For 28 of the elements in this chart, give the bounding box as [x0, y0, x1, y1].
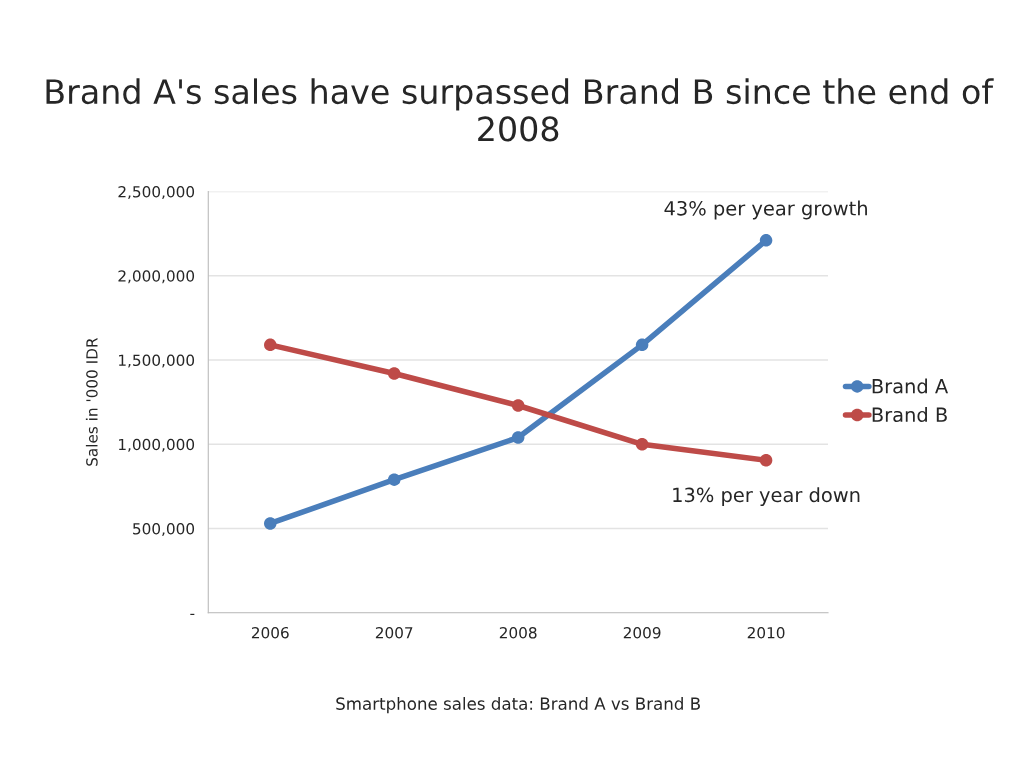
x-tick-label: 2009 — [623, 626, 661, 639]
point — [635, 338, 649, 352]
point — [387, 367, 401, 380]
chart-title: Brand A's sales have surpassed Brand B since the end of 2008 — [46, 78, 994, 142]
point — [759, 454, 773, 467]
point — [511, 399, 525, 412]
annotation: 13% per year down — [673, 487, 860, 506]
y-tick-label: 2,000,000 — [118, 270, 195, 284]
x-axis-title: Smartphone sales data: Brand A vs Brand B — [336, 697, 700, 714]
legend-label: Brand A — [872, 378, 949, 394]
point — [387, 473, 401, 486]
annotation: 43% per year growth — [664, 200, 867, 220]
y-tick-label: 500,000 — [133, 523, 195, 537]
y-axis-title: Sales in '000 IDR — [85, 337, 98, 466]
x-tick-label: 2007 — [375, 626, 413, 639]
y-tick-label: 1,500,000 — [119, 354, 195, 368]
point — [635, 438, 649, 451]
point — [264, 338, 277, 352]
x-tick-label: 2006 — [251, 626, 289, 639]
x-tick-label: 2010 — [747, 626, 785, 639]
legend-label: Brand B — [872, 407, 947, 423]
point — [264, 517, 277, 530]
y-tick-label: 2,500,000 — [118, 185, 195, 200]
y-tick-label: - — [190, 613, 195, 616]
x-tick-label: 2008 — [499, 626, 537, 639]
point — [511, 431, 525, 444]
point — [759, 234, 773, 247]
y-tick-label: 1,000,000 — [119, 438, 195, 452]
